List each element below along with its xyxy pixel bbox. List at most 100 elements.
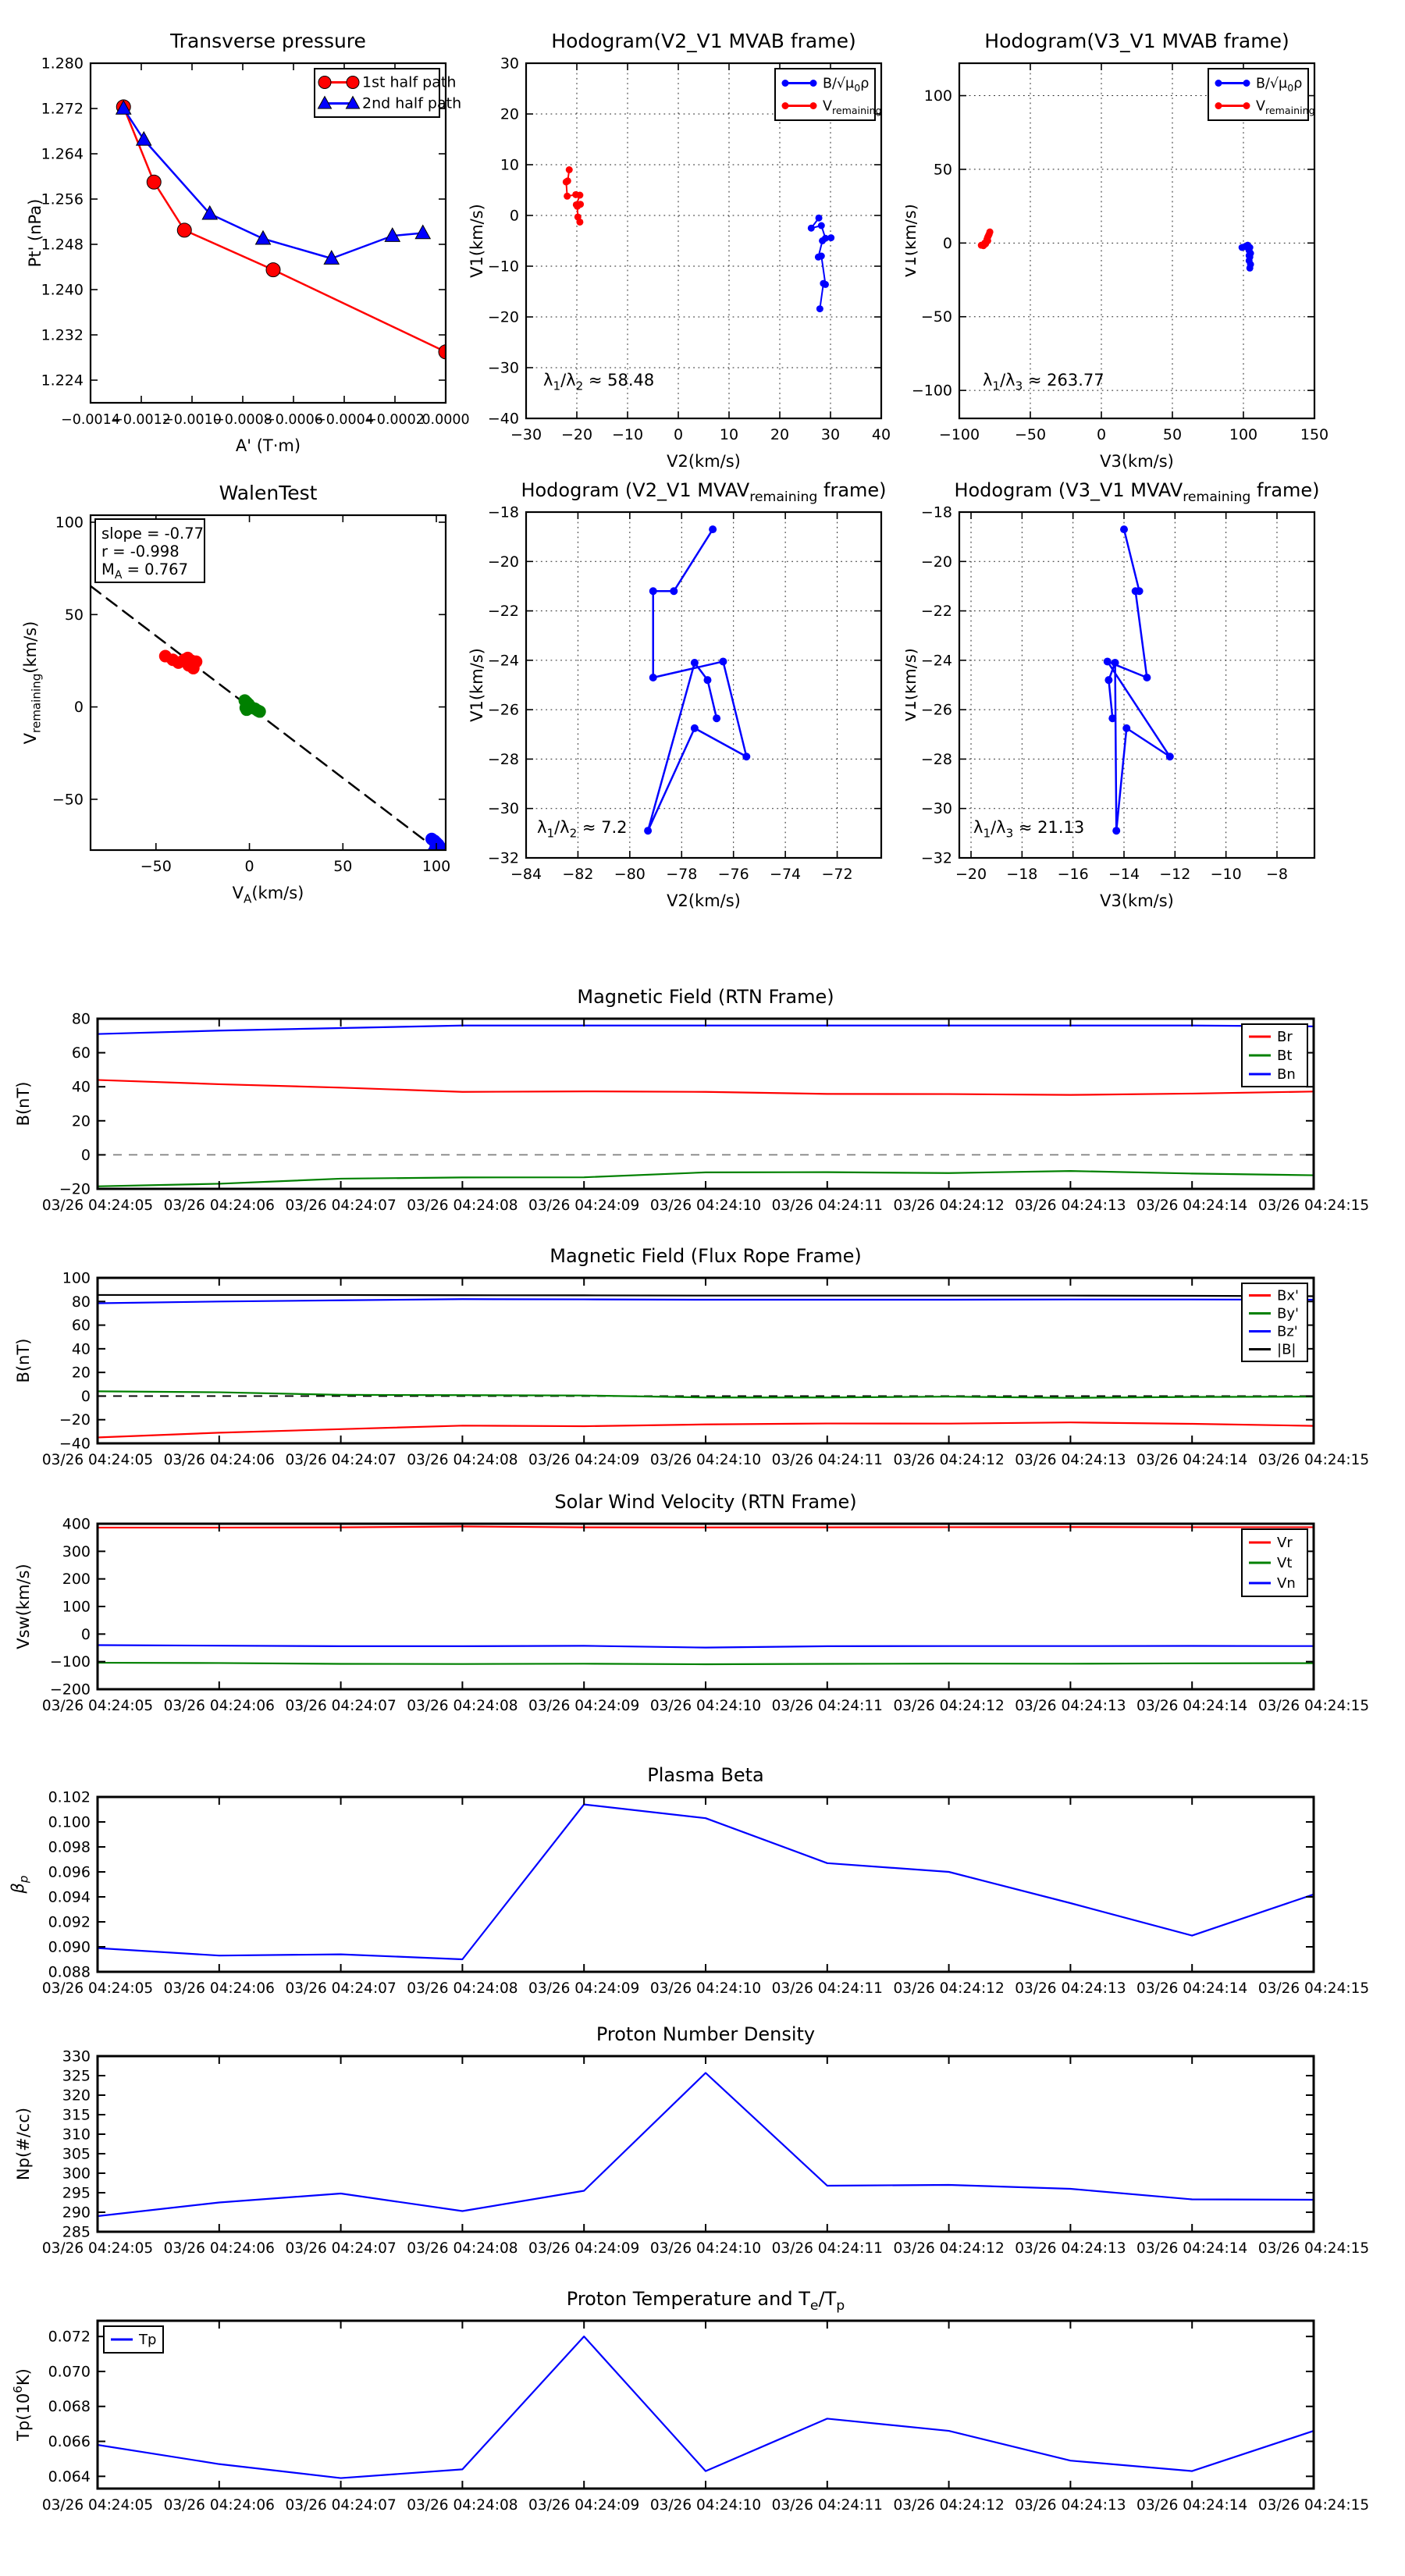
y-axis-label: βp [9,1876,30,1895]
series-V remaining [977,228,994,250]
y-tick-label: 1.240 [41,282,84,299]
annotation-text: λ1/λ2 ≈ 58.48 [543,371,654,393]
series-Np [97,2072,1314,2218]
grid-lines [959,511,1314,859]
y-tick-label: 20 [72,1364,91,1382]
y-tick-label: −30 [488,360,519,377]
x-tick-label: 03/26 04:24:07 [285,1197,396,1214]
legend-label: Bz' [1277,1324,1298,1340]
x-tick-label: 03/26 04:24:13 [1015,2497,1126,2514]
y-tick-label: 40 [72,1340,91,1357]
y-tick-label: −24 [921,652,952,669]
axis-ticks: −20 −18 −16 −14 −12 −10 −8 −32 −30 −28 −26 −24 −22 −2… [921,504,1314,883]
x-tick-label: 03/26 04:24:05 [42,1980,153,1997]
series-|B| [97,1293,1314,1297]
y-tick-label: 100 [924,87,952,105]
axis-ticks: 03/26 04:24:05 03/26 04:24:06 03/26 04:24:… [42,1270,1369,1469]
plot-frame [525,62,883,420]
axis-ticks: 03/26 04:24:05 03/26 04:24:06 03/26 04:24:… [42,1516,1369,1715]
x-tick-label: 03/26 04:24:10 [650,2497,761,2514]
series-second-component [238,694,266,718]
x-tick-label: 03/26 04:24:11 [772,1197,883,1214]
panel-title: Hodogram (V3_V1 MVAVremaining frame) [954,479,1319,505]
x-tick-label: 50 [333,858,352,875]
y-tick-label: 0.088 [48,1964,91,1981]
x-tick-label: 03/26 04:24:05 [42,1698,153,1714]
panel-hodogram-v3v1-mvab: −100 −50 0 50 100 150 −100 −50 0 50 100 Hodogram(V3… [905,6,1405,498]
x-tick-label: 20 [770,426,789,443]
panel-walen-test: −50 0 50 100 −50 0 50 100 WalenTest VA(km/s) Vrema… [8,457,476,965]
panel-title: Magnetic Field (Flux Rope Frame) [550,1245,861,1267]
series-group [115,99,446,360]
legend-label: Vremaining [823,99,882,116]
legend-label: 2nd half path [362,95,461,112]
y-tick-label: 0 [81,1626,91,1643]
x-tick-label: 03/26 04:24:11 [772,1698,883,1714]
y-axis-label: Pt' (nPa) [26,199,44,268]
x-tick-label: 03/26 04:24:07 [285,1980,396,1997]
y-tick-label: 0.096 [48,1864,91,1881]
plot-frame [89,514,447,852]
x-tick-label: 03/26 04:24:09 [528,2497,639,2514]
panel-plasma-beta: 03/26 04:24:05 03/26 04:24:06 03/26 04:24:… [0,1750,1405,2016]
x-tick-label: 0 [1097,426,1106,443]
x-axis-label: V2(km/s) [667,452,741,471]
x-tick-label: 03/26 04:24:13 [1015,1452,1126,1468]
series-walen-fit-line [90,585,440,851]
y-tick-label: 0.102 [48,1789,91,1806]
y-tick-label: −200 [50,1681,91,1699]
proton-temperature-chart: 03/26 04:24:05 03/26 04:24:06 03/26 04:24:… [11,2288,1369,2514]
series-V remaining [562,166,585,226]
y-tick-label: −32 [488,850,519,867]
x-tick-label: 03/26 04:24:15 [1258,1197,1369,1214]
plot-frame [958,511,1316,859]
plasma-beta-chart: 03/26 04:24:05 03/26 04:24:06 03/26 04:24:… [9,1764,1369,1997]
panel-hodogram-v3v1-mvav: −20 −18 −16 −14 −12 −10 −8 −32 −30 −28 −26 −24 −22 −2… [905,457,1405,965]
y-tick-label: 315 [62,2107,91,2124]
y-tick-label: 330 [62,2048,91,2065]
panel-proton-temperature: 03/26 04:24:05 03/26 04:24:06 03/26 04:24:… [0,2274,1405,2571]
transverse-pressure-chart: −0.0014−0.0012−0.0010−0.0008−0.0006−0.00… [26,30,470,455]
x-tick-label: −10 [1211,866,1242,883]
hodogram-v2v1-mvav-chart: −84 −82 −80 −78 −76 −74 −72 −32 −30 −28 −26 −24 −22 −… [468,479,887,910]
y-tick-label: 0.092 [48,1914,91,1931]
x-tick-label: 03/26 04:24:15 [1258,1980,1369,1997]
x-tick-label: 0 [674,426,683,443]
x-tick-label: 03/26 04:24:07 [285,1698,396,1714]
y-tick-label: 320 [62,2087,91,2105]
proton-density-chart: 03/26 04:24:05 03/26 04:24:06 03/26 04:24:… [14,2023,1369,2257]
legend: Br Bt Bn [1241,1023,1308,1087]
axis-ticks: −100 −50 0 50 100 150 −100 −50 0 50 100 [912,63,1329,443]
x-tick-label: 03/26 04:24:06 [164,2240,275,2257]
legend-label: Vt [1277,1555,1292,1571]
y-tick-label: 1.256 [41,191,84,208]
y-tick-label: −20 [59,1411,91,1429]
y-tick-label: 20 [500,106,519,123]
x-tick-label: −50 [1015,426,1046,443]
legend: B/√μ0ρ Vremaining [1208,68,1315,121]
y-tick-label: 295 [62,2185,91,2202]
panel-title: Proton Temperature and Te/Tp [567,2288,845,2314]
y-tick-label: −100 [50,1653,91,1670]
x-tick-label: 150 [1300,426,1329,443]
y-tick-label: −50 [52,791,84,808]
annotation-line: slope = -0.77 [101,525,204,543]
x-tick-label: 03/26 04:24:15 [1258,1698,1369,1714]
series-V-hodogram-path [1103,525,1174,835]
annotation-line: MA = 0.767 [101,560,188,582]
x-tick-label: 03/26 04:24:10 [650,1698,761,1714]
legend-label: B/√μ0ρ [1256,76,1302,94]
series-Bt [97,1170,1314,1187]
y-tick-label: 0 [81,1388,91,1405]
plot-frame [96,1017,1315,1190]
y-tick-label: −28 [921,751,952,768]
legend-label: Vr [1277,1535,1293,1551]
bfield-rtn-chart: 03/26 04:24:05 03/26 04:24:06 03/26 04:24:… [14,986,1369,1214]
y-tick-label: −28 [488,751,519,768]
axis-ticks: −0.0014−0.0012−0.0010−0.0008−0.0006−0.00… [41,55,470,429]
x-tick-label: 03/26 04:24:14 [1136,1980,1247,1997]
y-tick-label: −40 [59,1436,91,1453]
annotation-text: λ1/λ3 ≈ 263.77 [983,371,1104,393]
y-tick-label: 0.068 [48,2398,91,2415]
